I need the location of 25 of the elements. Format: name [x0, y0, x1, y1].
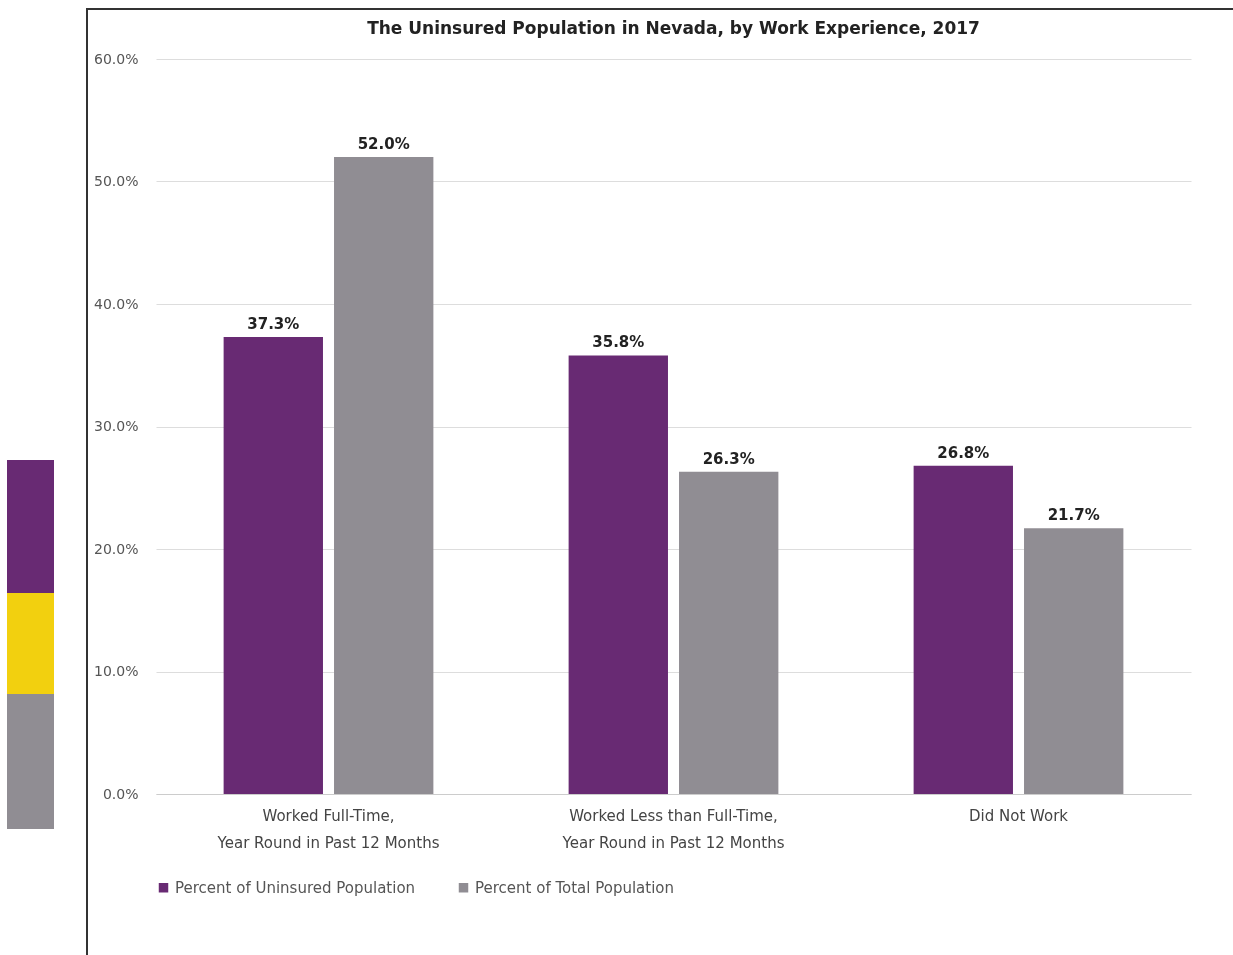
y-tick-label: 30.0%: [94, 418, 139, 434]
x-tick-label: Worked Less than Full-Time, Year Round in Past 12 Months: [561, 806, 785, 852]
y-tick-label: 10.0%: [94, 663, 139, 679]
bar: [913, 465, 1013, 794]
y-tick-label: 0.0%: [102, 785, 139, 802]
data-label: 35.8%: [592, 333, 645, 352]
bar: [1024, 528, 1124, 794]
legend-label: Percent of Total Population: [475, 878, 675, 897]
bar: [223, 337, 323, 794]
x-tick-label: Worked Full-Time, Year Round in Past 12 Months: [216, 806, 440, 852]
y-tick-label: 40.0%: [94, 295, 139, 312]
data-label: 21.7%: [1047, 506, 1100, 525]
bar: [679, 471, 779, 794]
bar: [334, 157, 434, 794]
y-tick-label: 50.0%: [94, 173, 139, 189]
chart-title: The Uninsured Population in Nevada, by Work Experience, 2017: [367, 18, 980, 38]
data-label: 26.8%: [937, 443, 990, 462]
y-tick-label: 20.0%: [94, 540, 139, 557]
y-tick-label: 60.0%: [94, 50, 139, 67]
data-label: 52.0%: [357, 135, 410, 153]
x-tick-label: Did Not Work: [968, 806, 1069, 825]
bar: [568, 355, 668, 794]
legend-label: Percent of Uninsured Population: [175, 878, 416, 897]
data-label: 26.3%: [702, 449, 755, 468]
data-label: 37.3%: [247, 315, 300, 334]
